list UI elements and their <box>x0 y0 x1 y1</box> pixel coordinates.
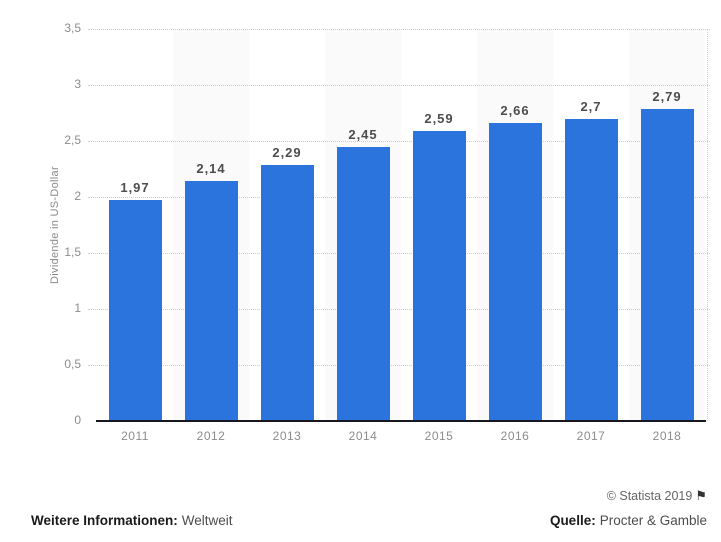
bar-value-label-2011: 1,97 <box>120 180 150 196</box>
x-tick-label-2015: 2015 <box>424 429 454 443</box>
x-axis-line <box>96 420 706 422</box>
plot-right-border <box>707 29 708 421</box>
y-tick-label-0,5: 0,5 <box>64 357 81 371</box>
footer-info: Weitere Informationen: Weltweit <box>31 513 233 528</box>
bar-value-label-2012: 2,14 <box>196 161 226 177</box>
bar-value-label-2017: 2,7 <box>580 98 602 114</box>
x-tick-label-2014: 2014 <box>348 429 378 443</box>
y-tick-label-0: 0 <box>74 413 81 427</box>
bar-2011[interactable] <box>108 200 162 421</box>
x-tick-label-2012: 2012 <box>196 429 226 443</box>
y-tick-label-1,5: 1,5 <box>64 245 81 259</box>
info-value: Weltweit <box>181 513 233 528</box>
bar-value-label-2015: 2,59 <box>424 110 454 126</box>
x-tick-label-2016: 2016 <box>500 429 530 443</box>
bar-value-label-2013: 2,29 <box>272 144 302 160</box>
bar-value-label-2018: 2,79 <box>652 88 682 104</box>
x-tick-label-2017: 2017 <box>576 429 606 443</box>
footer-source: Quelle: Procter & Gamble <box>550 513 707 528</box>
gridline-1.5 <box>88 253 710 254</box>
y-axis-title: Dividende in US-Dollar <box>49 166 61 284</box>
y-tick-label-3,5: 3,5 <box>64 21 81 35</box>
bar-2016[interactable] <box>488 123 542 421</box>
bar-2018[interactable] <box>640 108 694 421</box>
copyright-line: © Statista 2019 ⚑ <box>607 488 707 504</box>
gridline-2.5 <box>88 141 710 142</box>
gridline-0.5 <box>88 365 710 366</box>
bar-2013[interactable] <box>260 164 314 421</box>
x-tick-label-2013: 2013 <box>272 429 302 443</box>
bar-value-label-2016: 2,66 <box>500 103 530 119</box>
source-label: Quelle: <box>549 513 596 528</box>
copyright-text: © Statista 2019 <box>606 489 693 503</box>
y-tick-label-2: 2 <box>74 189 81 203</box>
gridline-2 <box>88 197 710 198</box>
x-tick-label-2011: 2011 <box>121 429 149 443</box>
plot-area: 1,97 2,14 2,29 2,45 2,59 2,66 2,7 2,79 <box>88 29 710 421</box>
bar-value-label-2014: 2,45 <box>348 126 378 142</box>
y-tick-label-2,5: 2,5 <box>64 133 81 147</box>
y-tick-label-1: 1 <box>74 301 81 315</box>
x-tick-label-2018: 2018 <box>652 429 682 443</box>
bar-2015[interactable] <box>412 130 466 421</box>
source-value: Procter & Gamble <box>599 513 707 528</box>
info-label: Weitere Informationen: <box>31 513 178 528</box>
gridline-3.5 <box>88 29 710 30</box>
gridline-3 <box>88 85 710 86</box>
bar-2012[interactable] <box>184 181 238 421</box>
bar-2017[interactable] <box>564 118 618 421</box>
statista-flag-icon: ⚑ <box>695 488 707 503</box>
gridline-1 <box>88 309 710 310</box>
bar-2014[interactable] <box>336 146 390 421</box>
y-tick-label-3: 3 <box>74 77 81 91</box>
